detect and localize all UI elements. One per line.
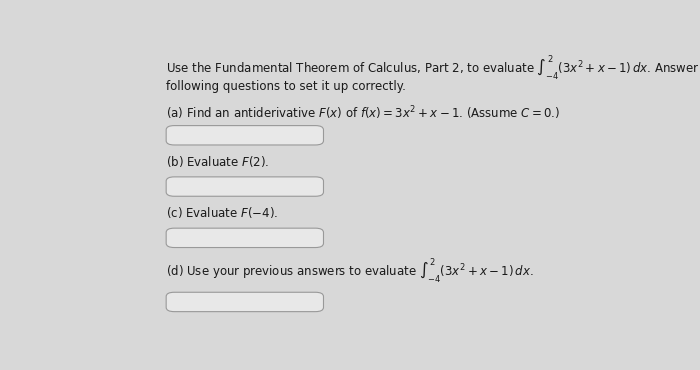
Text: (a) Find an antiderivative $F(x)$ of $f(x) = 3x^2 + x - 1$. (Assume $C = 0$.): (a) Find an antiderivative $F(x)$ of $f(… xyxy=(166,104,561,122)
Text: (c) Evaluate $F(-4)$.: (c) Evaluate $F(-4)$. xyxy=(166,205,279,221)
FancyBboxPatch shape xyxy=(166,177,323,196)
Text: following questions to set it up correctly.: following questions to set it up correct… xyxy=(166,80,406,93)
Text: (d) Use your previous answers to evaluate $\int_{-4}^{2}(3x^2 + x - 1)\,dx$.: (d) Use your previous answers to evaluat… xyxy=(166,257,533,285)
FancyBboxPatch shape xyxy=(166,228,323,248)
FancyBboxPatch shape xyxy=(166,292,323,312)
FancyBboxPatch shape xyxy=(166,125,323,145)
Text: Use the Fundamental Theorem of Calculus, Part 2, to evaluate $\int_{-4}^{2}(3x^2: Use the Fundamental Theorem of Calculus,… xyxy=(166,53,700,82)
Text: (b) Evaluate $F(2)$.: (b) Evaluate $F(2)$. xyxy=(166,154,270,169)
